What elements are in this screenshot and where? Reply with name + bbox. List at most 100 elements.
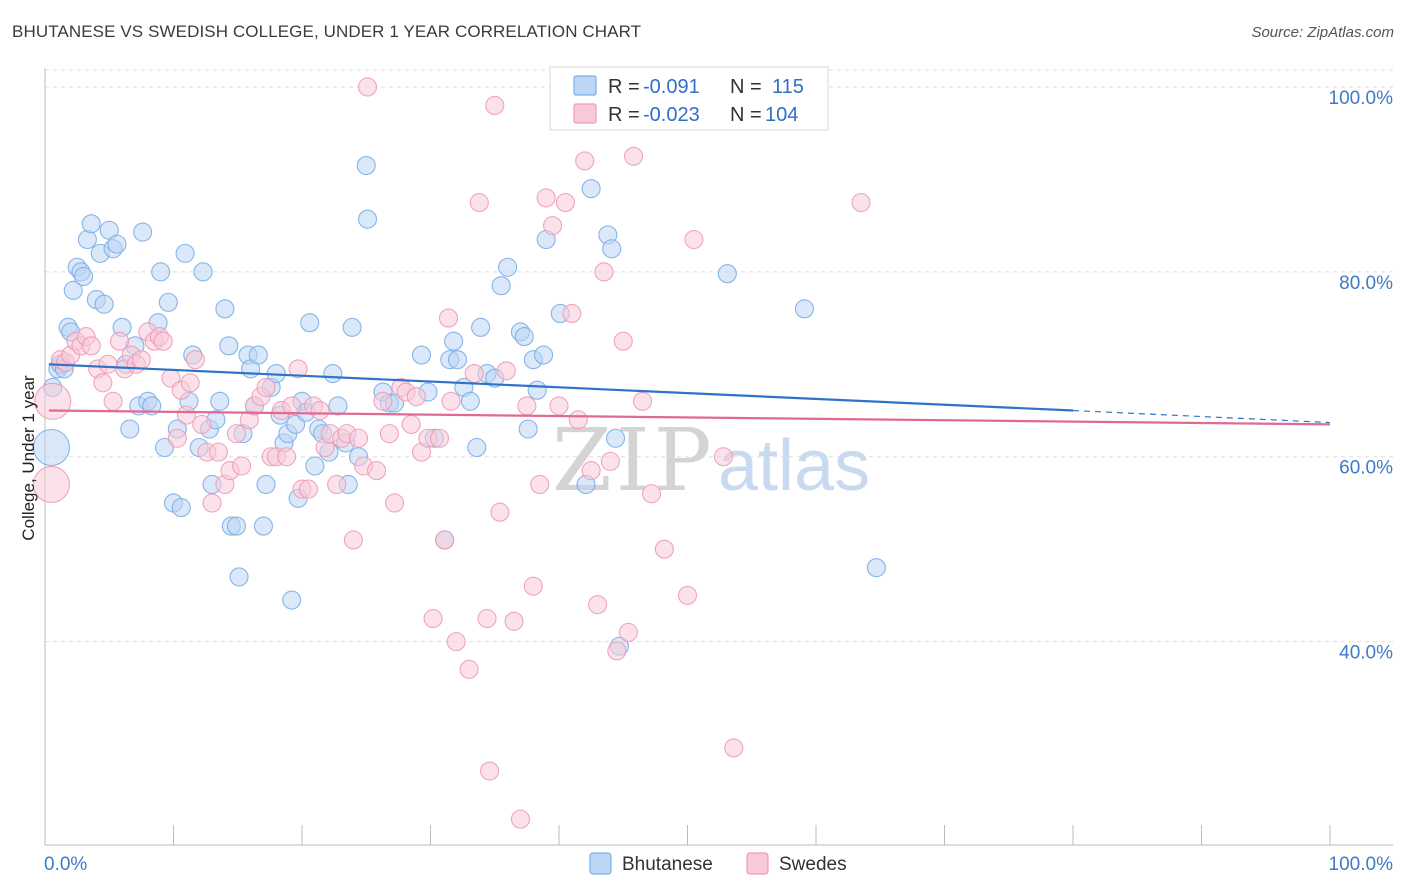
point-swedes-26 [180,373,200,393]
point-bhutanese-112 [866,558,886,578]
series-legend: Bhutanese Swedes [589,852,847,875]
point-swedes-55 [343,530,363,550]
point-swedes-81 [490,502,510,522]
y-tick-label-1: 60.0% [1339,458,1393,479]
correlation-legend: R = -0.091 N = 115 R = -0.023 N = 104 [549,66,829,131]
y-axis-label: College, Under 1 year [19,375,38,541]
y-tick-label-3: 100.0% [1329,88,1394,109]
point-swedes-31 [208,442,229,462]
point-swedes-88 [536,188,556,208]
point-bhutanese-7 [63,280,83,300]
point-bhutanese-53 [253,516,274,536]
point-swedes-17 [131,350,151,370]
point-bhutanese-54 [256,474,276,495]
point-swedes-91 [555,192,575,213]
legend-n-label-2: N = [730,104,762,126]
point-bhutanese-74 [342,317,362,337]
point-bhutanese-38 [193,262,213,282]
point-swedes-12 [103,391,123,411]
trend-line-bhutanese-extension [1072,409,1331,424]
series-legend-swatch-bhutanese [589,852,612,875]
watermark-atlas: atlas [718,426,870,506]
point-swedes-47 [298,479,318,499]
point-swedes-65 [401,414,421,434]
legend-r-value-2: -0.023 [643,104,700,126]
point-bhutanese-98 [518,419,538,439]
point-swedes-106 [677,585,698,605]
point-bhutanese-60 [282,590,302,610]
point-swedes-93 [568,410,588,430]
point-swedes-10 [93,373,113,393]
point-swedes-49 [310,400,330,421]
point-bhutanese-100 [527,380,547,400]
point-swedes-45 [288,359,308,379]
legend-r-value-1: -0.091 [643,76,700,98]
point-swedes-77 [469,192,489,213]
point-bhutanese-76 [356,156,376,176]
point-bhutanese-33 [171,498,191,518]
y-tick-label-0: 40.0% [1339,643,1393,664]
point-swedes-28 [192,414,212,434]
point-swedes-43 [277,447,297,467]
point-swedes-100 [613,331,633,351]
point-bhutanese-42 [210,391,230,411]
point-swedes-71 [435,530,455,550]
legend-r-label-2: R = [608,104,640,126]
point-swedes-35 [232,456,252,476]
point-bhutanese-90 [467,437,487,458]
point-bhutanese-46 [226,516,247,536]
point-swedes-80 [485,95,505,116]
point-bhutanese-91 [471,317,491,337]
point-bhutanese-94 [491,276,511,296]
point-swedes-78 [477,608,497,629]
point-swedes-23 [167,428,187,448]
point-swedes-96 [587,595,608,615]
point-swedes-59 [366,461,387,481]
point-swedes-99 [607,641,627,661]
point-swedes-85 [517,396,537,416]
point-swedes-87 [530,474,550,495]
point-bhutanese-77 [357,209,378,229]
point-bhutanese-12 [81,214,101,234]
point-swedes-8 [81,336,101,356]
point-swedes-39 [256,377,276,397]
trend-line-bhutanese [48,363,1074,412]
point-swedes-107 [684,229,704,250]
point-bhutanese-97 [514,327,534,347]
point-bhutanese-47 [229,567,249,587]
point-swedes-111 [851,192,871,213]
point-bhutanese-11 [77,229,97,250]
scatter-points [32,77,886,829]
point-swedes-13 [109,331,130,351]
point-swedes-105 [654,539,674,559]
point-swedes-69 [423,608,443,629]
point-swedes-66 [406,387,426,407]
point-swedes-79 [480,761,500,781]
point-swedes-70 [429,428,450,448]
point-swedes-101 [618,622,638,642]
legend-n-value-1: 115 [772,76,804,98]
point-swedes-11 [98,354,118,374]
point-swedes-95 [581,461,601,481]
point-bhutanese-10 [74,266,94,287]
point-swedes-34 [226,424,247,444]
point-swedes-74 [446,632,466,652]
point-swedes-103 [632,391,653,411]
legend-swatch-swedes [573,103,597,124]
point-bhutanese-43 [215,299,235,319]
y-tick-label-2: 80.0% [1339,273,1393,294]
point-bhutanese-52 [248,345,268,365]
point-swedes-94 [575,151,595,171]
point-swedes-73 [441,391,461,411]
point-bhutanese-105 [581,179,601,199]
point-swedes-109 [724,738,744,758]
point-swedes-75 [459,659,479,679]
point-swedes-102 [623,146,644,166]
point-swedes-30 [202,493,222,513]
series-legend-swatch-swedes [746,852,769,875]
point-bhutanese-107 [602,239,622,259]
point-bhutanese-110 [717,264,737,284]
point-swedes-76 [464,363,484,384]
point-bhutanese-30 [158,292,178,312]
point-swedes-21 [153,331,173,351]
